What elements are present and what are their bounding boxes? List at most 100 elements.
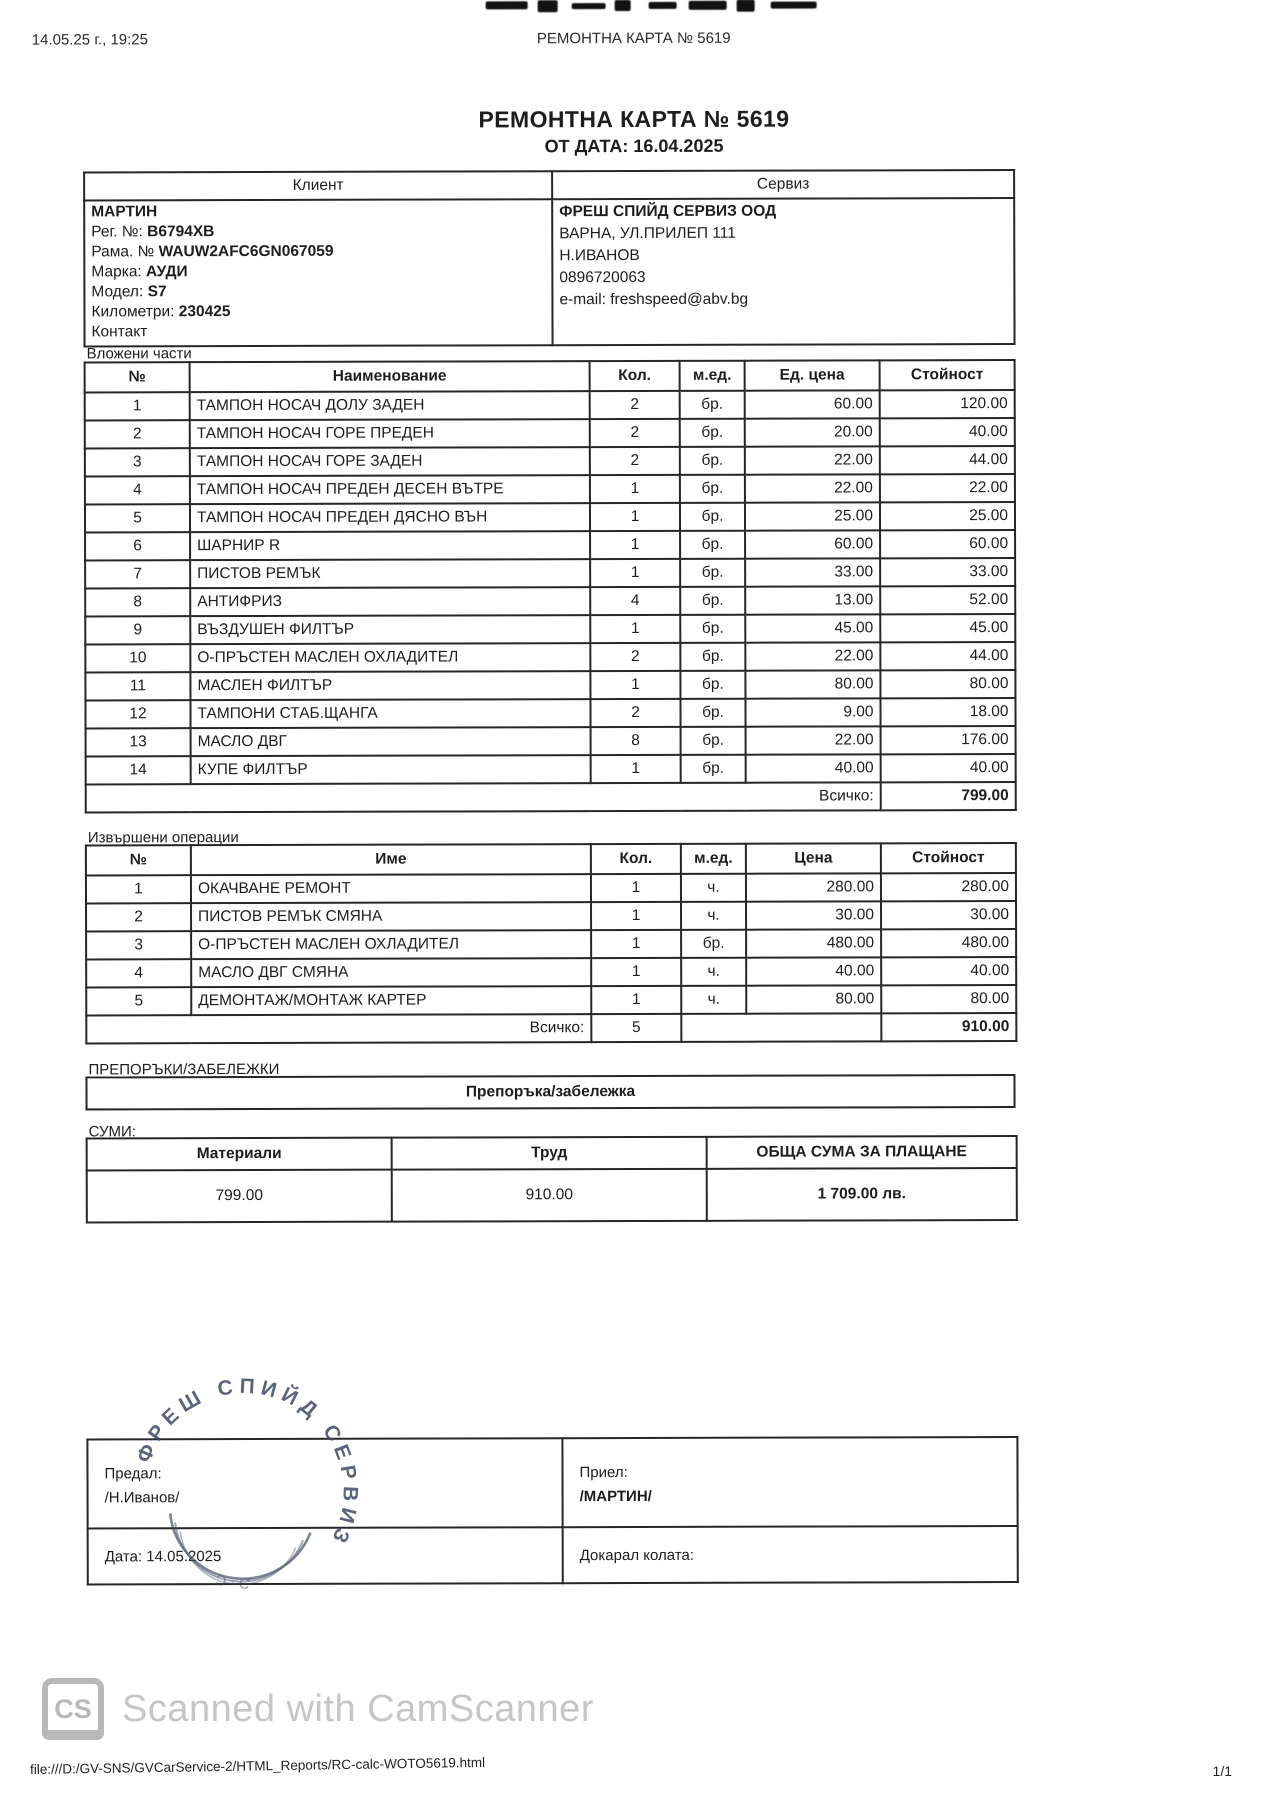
table-row: 8 АНТИФРИЗ 4 бр. 13.00 52.00 [85,586,1016,617]
table-cell: 1 [591,957,682,987]
table-cell: ВЪЗДУШЕН ФИЛТЪР [190,615,591,645]
field-line: Марка: АУДИ [91,263,188,281]
table-cell: 80.00 [746,985,882,1014]
table-cell: 2 [589,390,680,420]
operations-table: № Име Кол. м.ед. Цена Стойност 1 ОКАЧВАНЕ… [84,842,1018,1045]
service-lines: ФРЕШ СПИЙД СЕРВИЗ ООД ВАРНА, УЛ.ПРИЛЕП 11… [559,200,1007,311]
table-row: 1 ОКАЧВАНЕ РЕМОНТ 1 ч. 280.00 280.00 [85,873,1017,904]
table-cell: 9 [85,616,191,645]
table-cell: 40.00 [745,754,881,783]
parts-total-label: Всичко: [85,782,881,813]
table-cell: бр. [680,558,746,587]
sums-header-labor: Труд [391,1136,707,1170]
parts-total-row: Всичко: 799.00 [85,782,1016,813]
table-cell: бр. [679,390,745,419]
table-cell: 22.00 [879,474,1015,503]
table-cell: 12 [85,700,191,729]
table-row: 5 ТАМПОН НОСАЧ ПРЕДЕН ДЯСНО ВЪН 1 бр. 25.00 2… [84,502,1016,533]
table-cell: ШАРНИР R [190,531,591,561]
table-cell: 1 [590,614,681,644]
table-cell: КУПЕ ФИЛТЪР [190,755,591,785]
table-cell: 33.00 [745,558,881,587]
received-label: Приел: [579,1464,628,1482]
table-cell: ТАМПОН НОСАЧ ПРЕДЕН ДЯСНО ВЪН [189,503,591,533]
table-cell: 18.00 [880,698,1016,727]
table-cell: 4 [84,476,190,505]
table-cell: 80.00 [880,670,1016,699]
service-info-cell: ФРЕШ СПИЙД СЕРВИЗ ООД ВАРНА, УЛ.ПРИЛЕП 11… [552,198,1015,346]
table-cell: бр. [679,502,746,531]
table-cell: 1 [590,530,681,560]
client-info-cell: МАРТИН Рег. №: B6794XB Рама. № WAUW2AFC6G… [84,199,553,347]
svg-text:ФРЕШ СПИЙД СЕРВИЗ: ФРЕШ СПИЙД СЕРВИЗ [124,1360,377,1553]
camscanner-logo-icon: CS [42,1678,104,1740]
table-cell: 10 [85,644,191,673]
table-cell: бр. [680,614,746,643]
print-header-title: РЕМОНТНА КАРТА № 5619 [536,29,731,48]
operations-total-row: Всичко: 5 910.00 [86,1013,1017,1044]
table-cell: 13 [85,728,191,757]
table-cell: 60.00 [880,530,1016,559]
col-header-unit: м.ед. [679,360,745,391]
table-cell: 60.00 [745,530,881,559]
field-line: Рег. №: B6794XB [91,223,215,241]
table-cell: бр. [680,698,746,727]
table-cell: 8 [85,588,191,617]
table-cell: 1 [590,558,681,588]
sums-materials-value: 799.00 [86,1169,392,1223]
table-cell: 7 [85,560,191,589]
sums-value-row: 799.00 910.00 1 709.00 лв. [86,1168,1017,1223]
table-cell: 176.00 [880,726,1016,755]
col-header-unit: м.ед. [680,843,746,874]
table-cell: МАСЛО ДВГ СМЯНА [191,958,592,988]
table-cell: 1 [591,929,682,959]
table-cell: 120.00 [879,390,1015,419]
table-cell: бр. [680,726,746,755]
table-cell: 45.00 [745,614,881,643]
service-header: Сервиз [552,170,1015,200]
text-line: e-mail: freshspeed@abv.bg [559,290,749,309]
table-row: 10 О-ПРЪСТЕН МАСЛЕН ОХЛАДИТЕЛ 2 бр. 22.00 44.… [85,642,1016,673]
stamp-text: ФРЕШ СПИЙД СЕРВИЗ [124,1360,377,1553]
table-row: 9 ВЪЗДУШЕН ФИЛТЪР 1 бр. 45.00 45.00 [85,614,1016,645]
scan-artifact [485,0,916,16]
table-cell: 52.00 [880,586,1016,615]
operations-total-label: Всичко: [86,1014,592,1044]
table-cell: 60.00 [744,390,880,419]
table-cell: 2 [590,698,681,728]
col-header-num: № [84,362,190,393]
sums-labor-value: 910.00 [391,1168,707,1222]
client-fields: Рег. №: B6794XB Рама. № WAUW2AFC6GN067059… [91,221,545,342]
table-row: 3 ТАМПОН НОСАЧ ГОРЕ ЗАДЕН 2 бр. 22.00 44.00 [84,446,1015,477]
table-cell: 40.00 [880,754,1016,783]
table-cell: 1 [591,901,682,931]
table-row: 2 ТАМПОН НОСАЧ ГОРЕ ПРЕДЕН 2 бр. 20.00 40.00 [84,418,1015,449]
empty-cell [681,1013,882,1042]
table-cell: 30.00 [881,901,1017,930]
table-cell: ОКАЧВАНЕ РЕМОНТ [190,874,592,904]
table-cell: 3 [86,931,192,960]
field-line: Километри: 230425 [91,303,231,321]
table-cell: 6 [85,532,191,561]
delivered-by-cell: Докарал колата: [562,1526,1018,1584]
table-cell: ДЕМОНТАЖ/МОНТАЖ КАРТЕР [191,986,592,1016]
table-cell: МАСЛО ДВГ [190,727,591,757]
table-cell: бр. [679,418,745,447]
client-name: МАРТИН [91,203,158,221]
parts-total-value: 799.00 [880,782,1016,811]
col-header-qty: Кол. [589,360,680,392]
client-header: Клиент [84,171,553,201]
table-row: 5 ДЕМОНТАЖ/МОНТАЖ КАРТЕР 1 ч. 80.00 80.00 [86,985,1017,1016]
table-row: 13 МАСЛО ДВГ 8 бр. 22.00 176.00 [85,726,1016,757]
table-cell: бр. [681,929,747,958]
table-cell: ч. [681,901,747,930]
col-header-name: Наименование [189,361,590,393]
col-header-total: Стойност [880,843,1016,874]
col-header-price: Ед. цена [744,360,880,391]
table-cell: ч. [681,985,747,1014]
table-row: 7 ПИСТОВ РЕМЪК 1 бр. 33.00 33.00 [85,558,1016,589]
table-cell: 40.00 [879,418,1015,447]
table-cell: 14 [85,756,191,785]
table-cell: 1 [590,670,681,700]
